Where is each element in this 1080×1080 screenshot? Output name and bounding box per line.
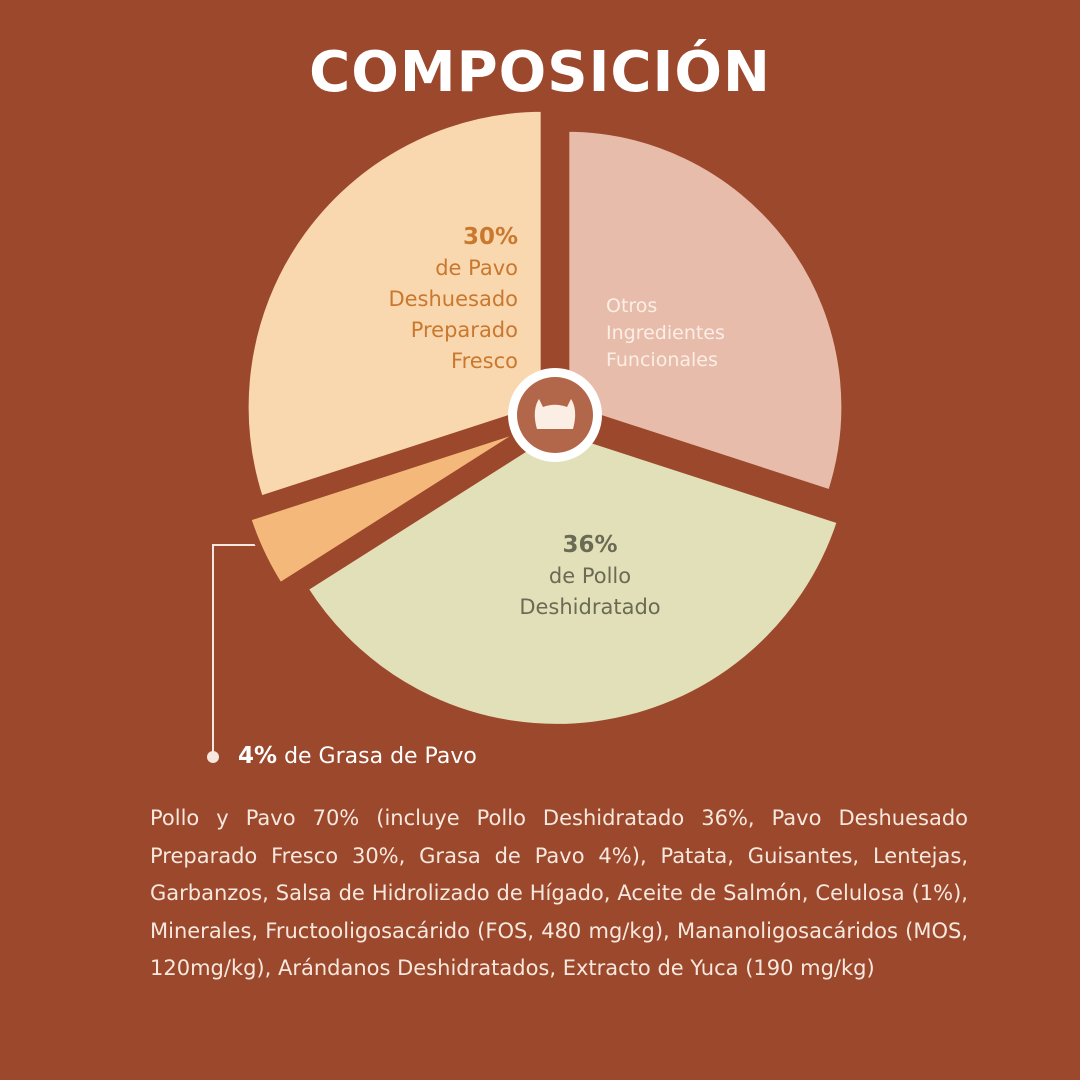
pie-slice (301, 425, 844, 730)
category-label: de Pavo Deshuesado Preparado Fresco (388, 256, 518, 373)
category-label: Otros Ingredientes Funcionales (606, 295, 725, 371)
leader-dot (207, 751, 219, 763)
value-label: 4% (238, 743, 278, 769)
pie-slice (563, 125, 848, 497)
value-label: 36% (562, 532, 618, 558)
slice-label: Otros Ingredientes Funcionales (606, 293, 756, 374)
category-label: de Grasa de Pavo (284, 744, 477, 769)
callout-label: 4% de Grasa de Pavo (238, 741, 477, 772)
chart-title: COMPOSICIÓN (309, 40, 771, 105)
slice-label: 36% de Pollo Deshidratado (490, 530, 690, 623)
value-label: 30% (462, 224, 518, 250)
pie-slice (244, 423, 534, 590)
category-label: de Pollo Deshidratado (519, 564, 661, 619)
ingredients-text: Pollo y Pavo 70% (incluye Pollo Deshidra… (150, 806, 968, 980)
pie-slice (242, 105, 547, 503)
slice-label: 30% de Pavo Deshuesado Preparado Fresco (353, 222, 518, 377)
cat-icon (534, 399, 576, 429)
